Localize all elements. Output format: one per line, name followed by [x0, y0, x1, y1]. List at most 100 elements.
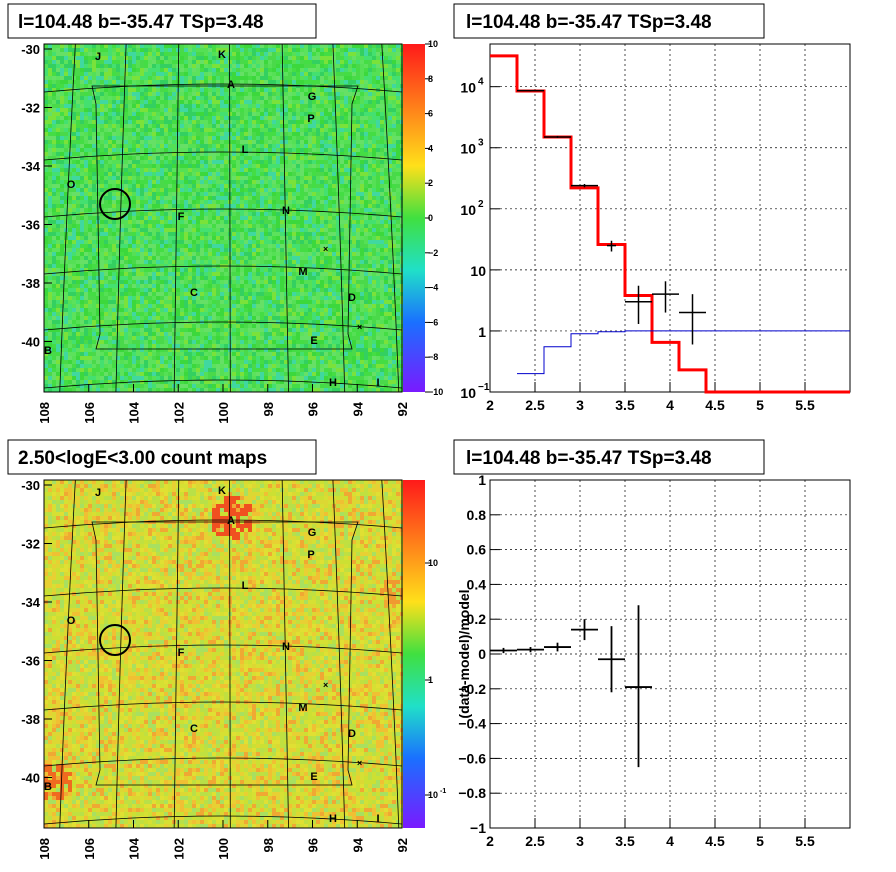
map-pixel	[152, 228, 156, 232]
map-pixel	[288, 176, 292, 180]
map-pixel	[208, 160, 212, 164]
map-pixel	[364, 236, 368, 240]
map-pixel	[264, 204, 268, 208]
map-pixel	[184, 64, 188, 68]
map-pixel	[316, 64, 320, 68]
map-pixel	[356, 96, 360, 100]
map-pixel	[256, 52, 260, 56]
map-pixel	[344, 156, 348, 160]
map-pixel	[324, 96, 328, 100]
map-pixel	[60, 244, 64, 248]
map-pixel	[372, 108, 376, 112]
map-pixel	[192, 148, 196, 152]
map-pixel	[272, 128, 276, 132]
map-pixel	[188, 200, 192, 204]
map-pixel	[132, 264, 136, 268]
map-pixel	[240, 128, 244, 132]
map-pixel	[232, 256, 236, 260]
map-pixel	[188, 220, 192, 224]
map-pixel	[368, 88, 372, 92]
map-pixel	[52, 144, 56, 148]
map-pixel	[364, 172, 368, 176]
map-pixel	[240, 180, 244, 184]
map-pixel	[224, 188, 228, 192]
map-pixel	[88, 208, 92, 212]
map-pixel	[164, 152, 168, 156]
map-pixel	[208, 164, 212, 168]
map-pixel	[328, 44, 332, 48]
map-pixel	[64, 180, 68, 184]
map-pixel	[100, 104, 104, 108]
map-pixel	[124, 92, 128, 96]
map-pixel	[72, 216, 76, 220]
map-pixel	[144, 196, 148, 200]
map-pixel	[152, 224, 156, 228]
map-pixel	[96, 192, 100, 196]
map-pixel	[380, 252, 384, 256]
map-pixel	[192, 64, 196, 68]
map-pixel	[328, 116, 332, 120]
map-pixel	[140, 184, 144, 188]
map-pixel	[216, 104, 220, 108]
map-pixel	[136, 144, 140, 148]
map-pixel	[228, 52, 232, 56]
map-pixel	[268, 152, 272, 156]
map-pixel	[112, 204, 116, 208]
map-pixel	[52, 256, 56, 260]
map-pixel	[308, 232, 312, 236]
map-pixel	[184, 100, 188, 104]
map-pixel	[112, 148, 116, 152]
map-pixel	[176, 132, 180, 136]
map-pixel	[100, 188, 104, 192]
map-pixel	[88, 52, 92, 56]
map-pixel	[388, 240, 392, 244]
map-pixel	[192, 188, 196, 192]
map-pixel	[96, 64, 100, 68]
map-pixel	[372, 152, 376, 156]
map-pixel	[68, 208, 72, 212]
map-pixel	[56, 156, 60, 160]
map-pixel	[204, 136, 208, 140]
map-pixel	[396, 184, 400, 188]
map-pixel	[56, 68, 60, 72]
map-pixel	[84, 156, 88, 160]
map-pixel	[188, 180, 192, 184]
map-pixel	[324, 168, 328, 172]
map-pixel	[208, 48, 212, 52]
map-pixel	[112, 152, 116, 156]
map-pixel	[144, 248, 148, 252]
map-pixel	[196, 180, 200, 184]
map-pixel	[112, 128, 116, 132]
map-pixel	[232, 76, 236, 80]
map-pixel	[336, 152, 340, 156]
map-pixel	[344, 180, 348, 184]
map-pixel	[172, 196, 176, 200]
map-pixel	[220, 228, 224, 232]
map-pixel	[72, 180, 76, 184]
map-pixel	[280, 200, 284, 204]
map-pixel	[272, 212, 276, 216]
map-pixel	[224, 144, 228, 148]
map-pixel	[396, 88, 400, 92]
map-pixel	[304, 120, 308, 124]
map-pixel	[148, 248, 152, 252]
map-pixel	[392, 112, 396, 116]
map-pixel	[92, 248, 96, 252]
map-pixel	[280, 76, 284, 80]
map-pixel	[268, 48, 272, 52]
map-pixel	[176, 48, 180, 52]
map-pixel	[212, 164, 216, 168]
map-pixel	[100, 60, 104, 64]
map-pixel	[264, 120, 268, 124]
map-pixel	[300, 68, 304, 72]
map-pixel	[148, 128, 152, 132]
map-pixel	[52, 108, 56, 112]
map-pixel	[136, 228, 140, 232]
map-pixel	[72, 136, 76, 140]
map-pixel	[276, 124, 280, 128]
map-pixel	[232, 216, 236, 220]
map-pixel	[192, 164, 196, 168]
map-pixel	[376, 116, 380, 120]
map-pixel	[180, 180, 184, 184]
map-pixel	[392, 248, 396, 252]
